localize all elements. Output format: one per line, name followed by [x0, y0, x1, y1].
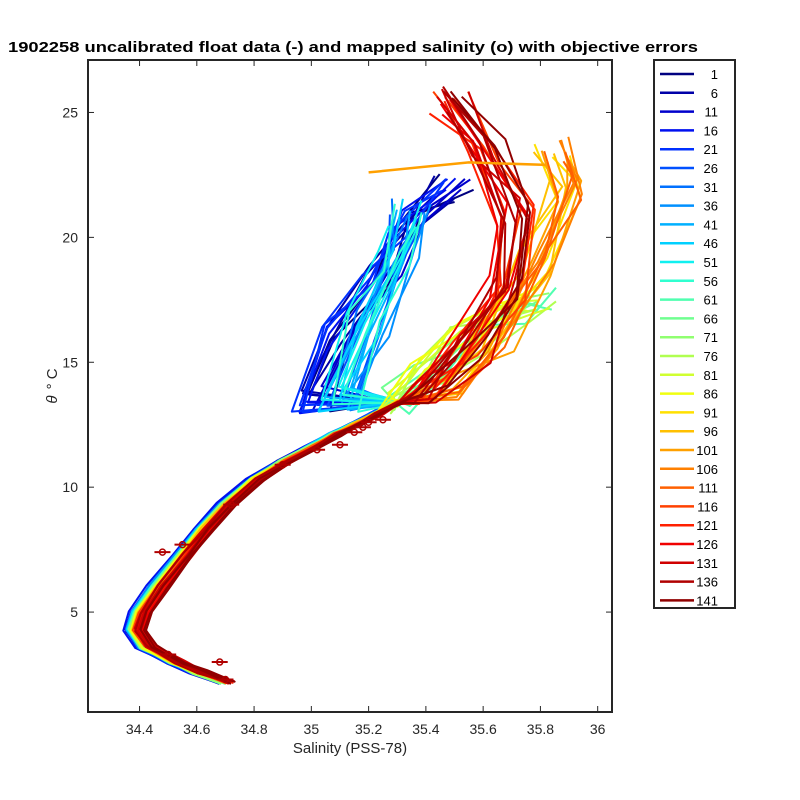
legend-label: 1: [711, 67, 718, 82]
mapped-point: [164, 650, 172, 659]
mapped-point: [350, 428, 359, 436]
legend-label: 86: [704, 387, 718, 402]
x-axis-label: Salinity (PSS-78): [293, 740, 407, 757]
y-tick-label: 5: [70, 604, 78, 620]
mapped-point: [227, 500, 235, 509]
y-tick-label: 25: [62, 104, 78, 120]
y-axis-label: θ ° C: [44, 368, 61, 403]
legend-label: 131: [696, 556, 718, 571]
legend-label: 141: [696, 593, 718, 608]
legend-label: 6: [711, 86, 718, 101]
mapped-point: [313, 445, 321, 454]
legend-label: 61: [704, 293, 718, 308]
legend-label: 11: [705, 105, 719, 120]
mapped-point: [278, 460, 287, 469]
series-line: [143, 97, 530, 683]
legend-label: 21: [704, 142, 718, 157]
legend-label: 106: [696, 462, 718, 477]
legend-label: 111: [698, 481, 718, 496]
y-tick-label: 15: [62, 354, 78, 370]
plot-frame: [87, 59, 613, 713]
data-layer: [122, 86, 583, 685]
legend-label: 121: [696, 518, 718, 533]
legend-label: 91: [704, 405, 718, 420]
legend-label: 81: [704, 368, 718, 383]
x-tick-label: 35.4: [412, 721, 439, 737]
x-tick-label: 35.6: [470, 721, 497, 737]
x-tick-label: 35: [304, 721, 320, 737]
legend-label: 36: [704, 199, 718, 214]
chart-title: 1902258 uncalibrated float data (-) and …: [8, 39, 698, 56]
mapped-point: [158, 548, 167, 556]
mapped-point: [221, 675, 230, 684]
x-tick-label: 34.6: [183, 721, 210, 737]
y-tick-label: 20: [62, 229, 78, 245]
mapped-point: [178, 540, 187, 549]
x-axis-ticks: 34.4 34.6 34.8 35 35.2 35.4 35.6 35.8 36: [126, 60, 606, 737]
x-tick-label: 35.8: [527, 721, 554, 737]
outlier-series-line: [368, 161, 547, 174]
legend-label: 56: [704, 274, 718, 289]
legend-label: 51: [704, 255, 718, 270]
legend-label: 46: [704, 236, 718, 251]
legend-box: [653, 59, 736, 609]
x-tick-label: 35.2: [355, 721, 382, 737]
x-tick-label: 34.8: [240, 721, 267, 737]
mapped-point: [359, 423, 367, 431]
legend-label: 66: [704, 311, 718, 326]
y-axis-ticks: 5 10 15 20 25: [62, 104, 612, 620]
y-axis-label-unit: ° C: [44, 368, 61, 389]
legend-label: 16: [704, 123, 718, 138]
legend-label: 31: [704, 180, 718, 195]
mapped-point: [364, 418, 373, 426]
legend-label: 71: [704, 330, 718, 345]
mapped-point: [379, 415, 387, 424]
y-tick-label: 10: [62, 479, 78, 495]
legend-label: 96: [704, 424, 718, 439]
legend-label: 26: [704, 161, 718, 176]
svg-text:θ° C: θ ° C: [44, 368, 61, 403]
legend-label: 116: [697, 499, 718, 514]
mapped-point: [215, 658, 224, 666]
plot-area: [88, 60, 612, 712]
legend-label: 76: [704, 349, 718, 364]
legend-label: 101: [696, 443, 718, 458]
legend: 1611162126313641465156616671768186919610…: [660, 67, 718, 608]
y-axis-label-symbol: θ: [44, 395, 61, 403]
legend-label: 126: [696, 537, 718, 552]
x-tick-label: 34.4: [126, 721, 153, 737]
legend-label: 41: [704, 217, 718, 232]
x-tick-label: 36: [590, 721, 606, 737]
mapped-point: [336, 440, 344, 449]
legend-label: 136: [696, 575, 718, 590]
